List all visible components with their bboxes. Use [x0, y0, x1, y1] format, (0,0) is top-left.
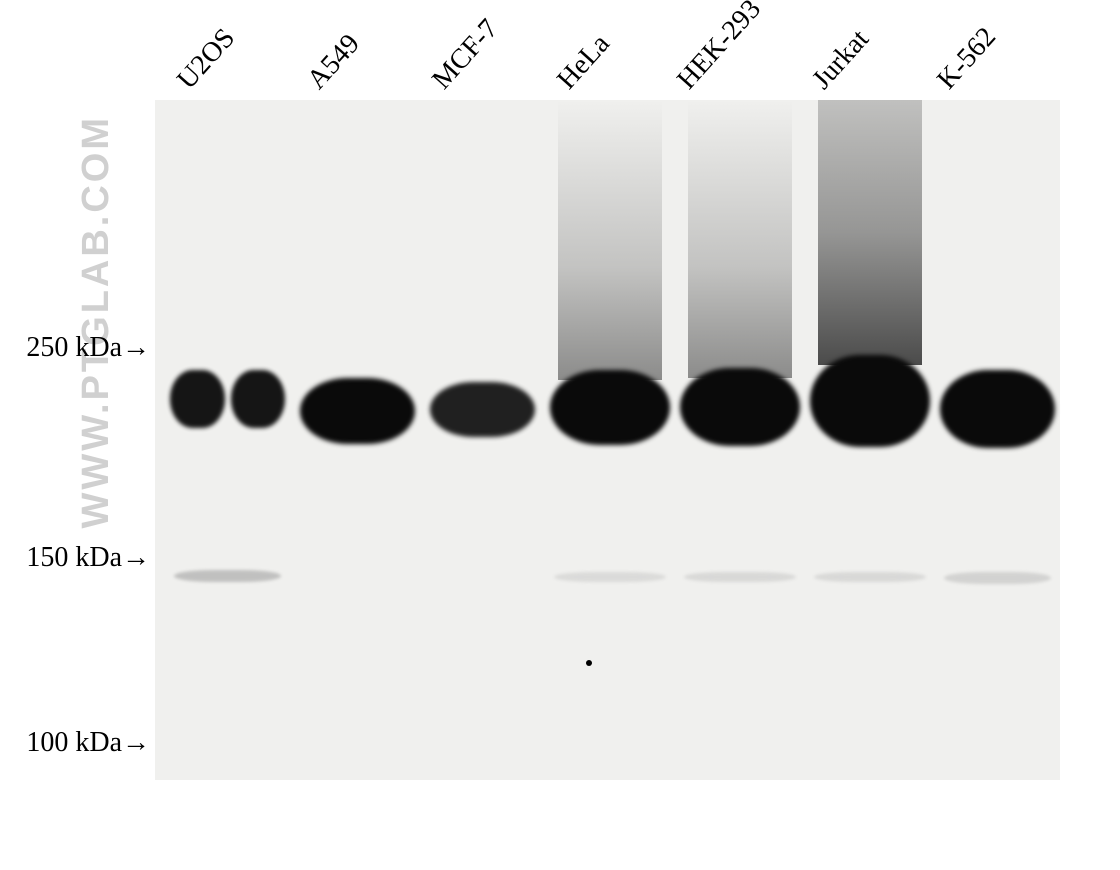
- lane-label: Jurkat: [806, 24, 876, 96]
- lane-smear: [558, 100, 662, 380]
- faint-band: [174, 570, 281, 582]
- lane-smear: [688, 100, 792, 378]
- main-band: [810, 355, 930, 447]
- main-band: [940, 370, 1055, 448]
- main-band: [300, 378, 415, 444]
- faint-band: [814, 572, 926, 582]
- faint-band: [684, 572, 796, 582]
- arrow-right-icon: →: [122, 542, 150, 574]
- mw-value: 150 kDa: [26, 542, 122, 573]
- watermark-text: WWW.PTGLAB.COM: [75, 115, 118, 528]
- lane-label: HeLa: [551, 28, 616, 96]
- lane-smear: [818, 100, 922, 365]
- main-band: [550, 370, 670, 445]
- lane-label: MCF-7: [426, 13, 505, 96]
- arrow-right-icon: →: [122, 332, 150, 364]
- lane-label: U2OS: [171, 23, 242, 96]
- main-band: [170, 370, 225, 428]
- western-blot-figure: WWW.PTGLAB.COM U2OS A549 MCF-7 HeLa HEK-293 J…: [0, 0, 1120, 870]
- lane-label: K-562: [931, 21, 1003, 96]
- arrow-right-icon: →: [122, 727, 150, 759]
- mw-marker: 150 kDa→: [26, 542, 150, 574]
- lane-label: A549: [301, 28, 366, 96]
- main-band: [231, 370, 286, 428]
- mw-value: 100 kDa: [26, 727, 122, 758]
- lane-label: HEK-293: [671, 0, 768, 96]
- mw-marker: 250 kDa→: [26, 332, 150, 364]
- mw-marker: 100 kDa→: [26, 727, 150, 759]
- faint-band: [554, 572, 666, 582]
- main-band: [430, 382, 535, 437]
- main-band: [680, 368, 800, 446]
- artifact-dot: [586, 660, 592, 666]
- faint-band: [944, 572, 1051, 584]
- mw-value: 250 kDa: [26, 332, 122, 363]
